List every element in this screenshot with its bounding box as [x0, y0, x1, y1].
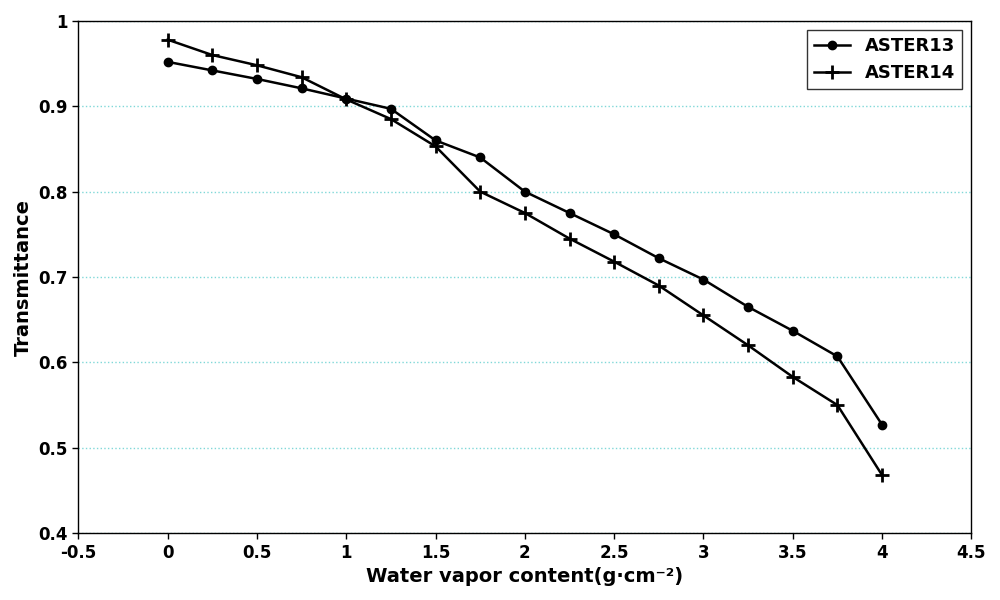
ASTER13: [608, 231, 620, 238]
ASTER14: [474, 188, 486, 195]
ASTER14: [742, 342, 754, 349]
ASTER13: [876, 421, 888, 428]
ASTER13: [340, 95, 352, 102]
ASTER14: [608, 258, 620, 265]
ASTER14: [653, 282, 665, 289]
ASTER14: [787, 373, 799, 380]
ASTER14: [296, 74, 308, 81]
ASTER13: [474, 154, 486, 161]
ASTER13: [206, 67, 218, 74]
ASTER13: [519, 188, 531, 195]
Line: ASTER14: ASTER14: [161, 33, 889, 482]
ASTER14: [519, 209, 531, 217]
ASTER14: [697, 312, 709, 319]
ASTER13: [296, 85, 308, 92]
ASTER14: [206, 52, 218, 59]
ASTER14: [340, 96, 352, 103]
ASTER13: [787, 327, 799, 334]
ASTER13: [697, 276, 709, 283]
ASTER14: [251, 62, 263, 69]
ASTER13: [742, 303, 754, 310]
Y-axis label: Transmittance: Transmittance: [14, 199, 33, 356]
ASTER13: [564, 209, 576, 217]
ASTER13: [251, 76, 263, 83]
ASTER14: [430, 143, 442, 150]
ASTER14: [831, 401, 843, 409]
X-axis label: Water vapor content(g·cm⁻²): Water vapor content(g·cm⁻²): [366, 567, 683, 586]
Line: ASTER13: ASTER13: [163, 58, 886, 429]
ASTER13: [831, 353, 843, 360]
ASTER13: [430, 137, 442, 144]
ASTER13: [162, 58, 174, 65]
ASTER13: [653, 254, 665, 262]
ASTER14: [162, 36, 174, 43]
ASTER14: [385, 115, 397, 122]
Legend: ASTER13, ASTER14: ASTER13, ASTER14: [807, 30, 962, 89]
ASTER13: [385, 105, 397, 112]
ASTER14: [564, 235, 576, 242]
ASTER14: [876, 472, 888, 479]
